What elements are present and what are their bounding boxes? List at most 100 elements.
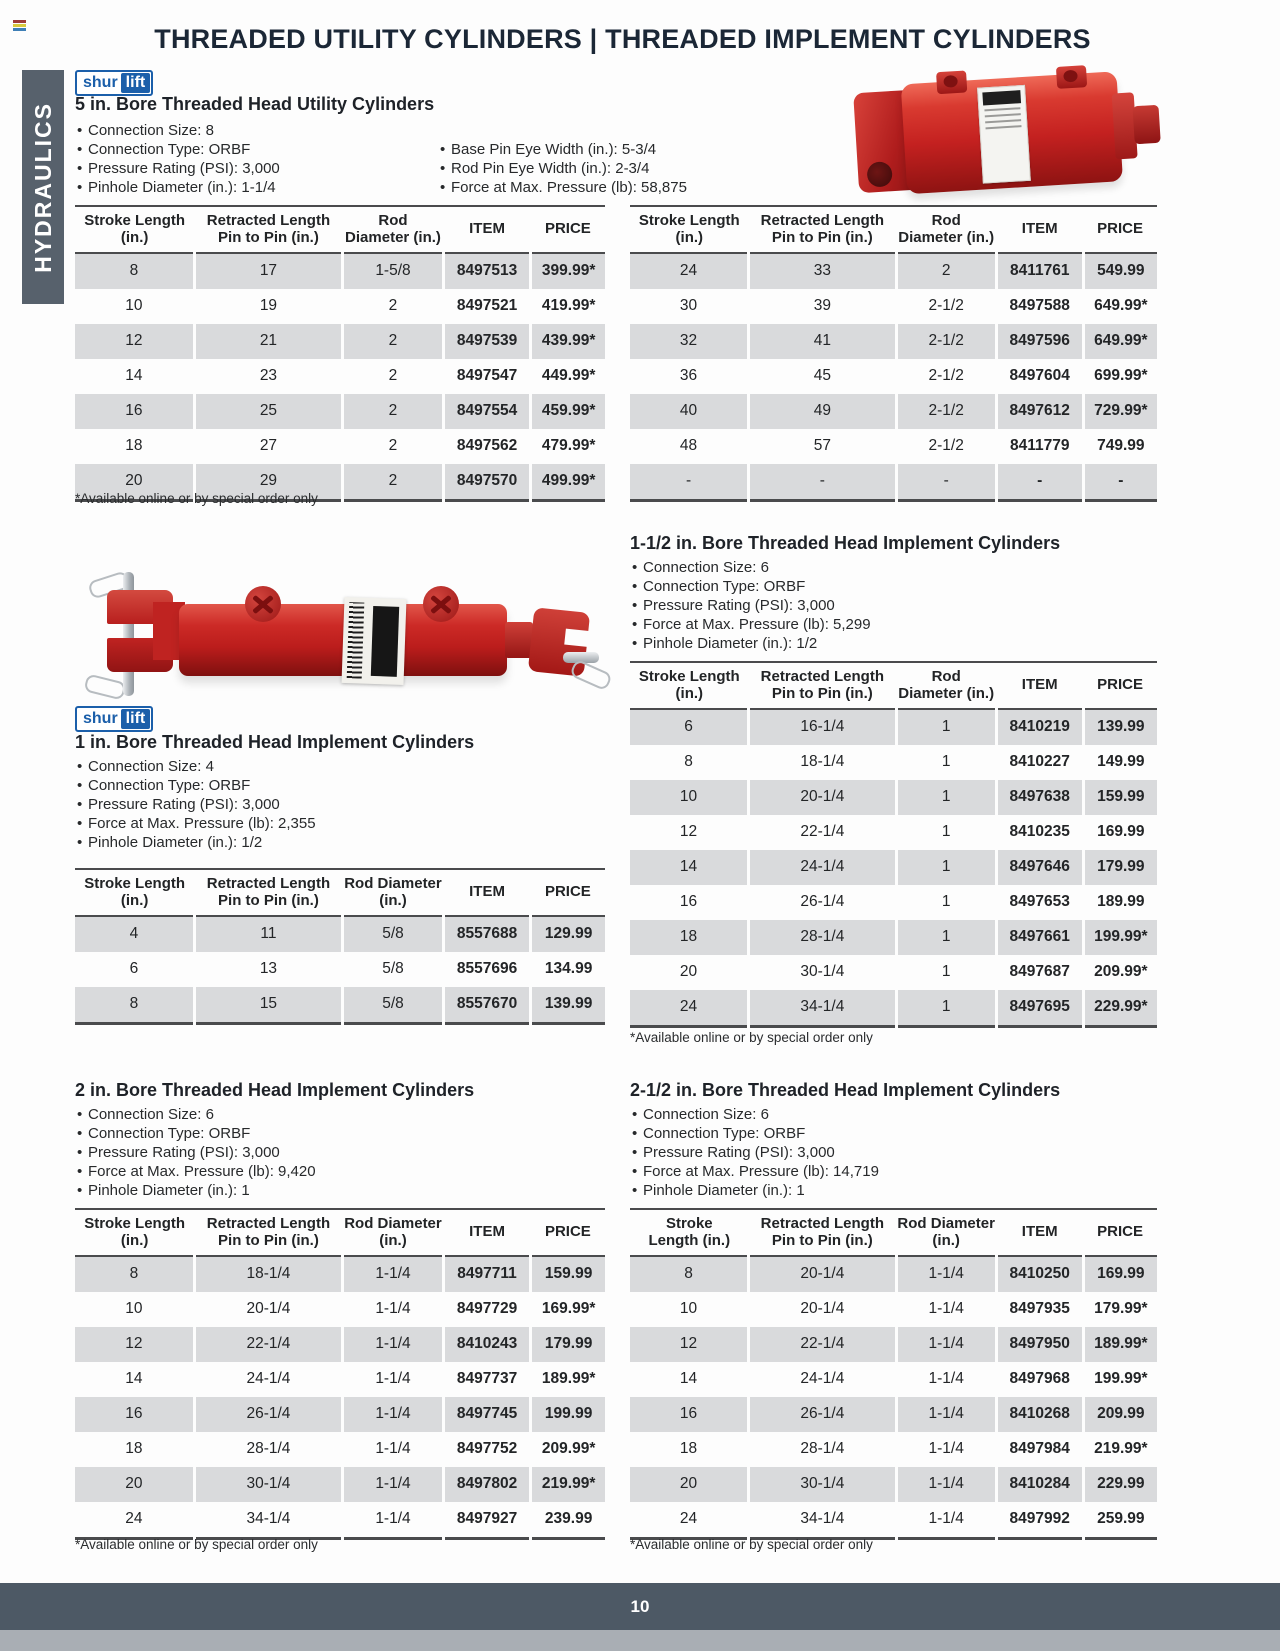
utility-table-left: Stroke Length (in.) Retracted Length Pin …: [75, 205, 605, 502]
item-number: 8411761: [994, 252, 1084, 289]
item-number: 8497562: [441, 428, 531, 464]
price: 139.99: [1081, 708, 1157, 745]
table-row: 14 24-1/4 1-1/4 8497968 199.99*: [630, 1361, 1157, 1397]
spec-bullet: Connection Size: 6: [632, 1105, 879, 1124]
table-row: 20 30-1/4 1-1/4 8410284 229.99: [630, 1466, 1157, 1502]
barcode: [346, 602, 365, 679]
table-row: 12 22-1/4 1 8410235 169.99: [630, 814, 1157, 850]
cell: 1-1/4: [894, 1255, 997, 1292]
implement-1in-table: Stroke Length (in.) Retracted Length Pin …: [75, 868, 605, 1025]
cylinder-illustration: [848, 61, 1167, 210]
header-row: Stroke Length (in.) Retracted Length Pin …: [75, 206, 605, 254]
cell: 20: [75, 1466, 195, 1502]
table-row: 8 18-1/4 1 8410227 149.99: [630, 744, 1157, 780]
cell: 1-1/4: [341, 1291, 444, 1327]
cell: 18: [630, 919, 749, 955]
cell: 57: [747, 428, 897, 464]
cell: 1-1/4: [894, 1466, 997, 1502]
column-header: Retracted Length Pin to Pin (in.): [194, 1209, 343, 1257]
price: 239.99: [529, 1501, 605, 1539]
price: 139.99: [529, 986, 605, 1024]
page-number: 10: [630, 1596, 650, 1616]
availability-footnote: *Available online or by special order on…: [630, 1537, 873, 1552]
cell: 20-1/4: [747, 1291, 897, 1327]
cell: 2: [341, 428, 444, 464]
item-number: 8410250: [994, 1255, 1084, 1292]
cell: 48: [679, 437, 698, 455]
cell: 2: [341, 463, 444, 501]
column-header: Retracted Length Pin to Pin (in.): [748, 662, 897, 710]
section-heading-1-5in: 1-1/2 in. Bore Threaded Head Implement C…: [630, 533, 1061, 553]
section-heading-5in: 5 in. Bore Threaded Head Utility Cylinde…: [75, 94, 435, 114]
cell: 24-1/4: [747, 1361, 897, 1397]
header-row: Stroke Length (in.) Retracted Length Pin …: [630, 206, 1157, 254]
spec-list: Connection Size: 4Connection Type: ORBFP…: [77, 757, 316, 852]
cell: 12: [630, 1326, 749, 1362]
cell: 34-1/4: [747, 989, 897, 1027]
item-number: 8497950: [994, 1326, 1084, 1362]
price: 129.99: [529, 915, 605, 952]
cell: 1-1/4: [894, 1361, 997, 1397]
price: 189.99*: [529, 1361, 605, 1397]
cell: 1-1/4: [894, 1396, 997, 1432]
table-row: 14 24-1/4 1 8497646 179.99: [630, 849, 1157, 885]
column-header: Stroke Length (in.): [630, 1209, 749, 1257]
cell: 40: [630, 393, 749, 429]
cell: 14: [679, 1370, 698, 1388]
cell: 8: [75, 1255, 195, 1292]
cell: 30-1/4: [747, 1466, 897, 1502]
page-title: THREADED UTILITY CYLINDERS | THREADED IM…: [154, 24, 1091, 55]
price: 459.99*: [529, 393, 605, 429]
cell: 14: [125, 367, 143, 385]
price: 169.99: [1081, 1255, 1157, 1292]
price: 419.99*: [529, 288, 605, 324]
spec-table: Stroke Length (in.) Retracted Length Pin …: [75, 1208, 605, 1540]
table-row: 10 20-1/4 1-1/4 8497935 179.99*: [630, 1291, 1157, 1327]
hydraulic-port: [936, 70, 968, 95]
cell: 23: [192, 358, 343, 394]
price: 499.99*: [529, 463, 605, 501]
item-number: 8410243: [441, 1326, 531, 1362]
cell: 2: [341, 288, 444, 324]
column-header: Stroke Length (in.): [630, 206, 749, 254]
label-line: [984, 113, 1021, 118]
table-row: 12 22-1/4 1-1/4 8497950 189.99*: [630, 1326, 1157, 1362]
cell: 16: [630, 1396, 749, 1432]
item-number: 8497737: [441, 1361, 531, 1397]
item-number: 8497653: [994, 884, 1084, 920]
item-number: 8497687: [994, 954, 1084, 990]
spec-bullet: Pinhole Diameter (in.): 1: [77, 1181, 316, 1200]
section-heading-2-5in: 2-1/2 in. Bore Threaded Head Implement C…: [630, 1080, 1061, 1100]
cell: 14: [630, 849, 749, 885]
table-row: 40 49 2-1/2 8497612 729.99*: [630, 393, 1157, 429]
color-bar: [13, 20, 26, 23]
cell: 34-1/4: [747, 1501, 897, 1539]
rod-gland: [505, 622, 533, 658]
cell: 20: [75, 463, 195, 501]
cell: 39: [747, 288, 897, 324]
column-header: Rod Diameter (in.): [896, 662, 997, 710]
column-header: PRICE: [530, 206, 605, 254]
column-header: Rod Diameter (in.): [342, 206, 444, 254]
table-row: 14 24-1/4 1-1/4 8497737 189.99*: [75, 1361, 605, 1397]
price: 649.99*: [1081, 288, 1157, 324]
column-header: Retracted Length Pin to Pin (in.): [194, 206, 343, 254]
column-header: Rod Diameter (in.): [896, 1209, 997, 1257]
cell: 1-1/4: [341, 1396, 444, 1432]
cell: 18-1/4: [192, 1255, 343, 1292]
table-row: 18 28-1/4 1 8497661 199.99*: [630, 919, 1157, 955]
table-row: 30 39 2-1/2 8497588 649.99*: [630, 288, 1157, 324]
item-number: 8497695: [994, 989, 1084, 1027]
section-heading-1in: 1 in. Bore Threaded Head Implement Cylin…: [75, 732, 475, 752]
sidebar-hydraulics-tab: HYDRAULICS: [22, 70, 64, 304]
table-row: -----: [630, 463, 1157, 501]
cell: 2: [341, 323, 444, 359]
cell: 5/8: [341, 986, 444, 1024]
cell: 1-1/4: [341, 1255, 444, 1292]
product-label: [977, 84, 1031, 184]
item-number: 8497968: [994, 1361, 1084, 1397]
cell: -: [747, 463, 897, 501]
price: -: [1081, 463, 1157, 501]
implement-2-5in-table: Stroke Length (in.) Retracted Length Pin …: [630, 1208, 1157, 1540]
footer-strip: [0, 1630, 1280, 1651]
